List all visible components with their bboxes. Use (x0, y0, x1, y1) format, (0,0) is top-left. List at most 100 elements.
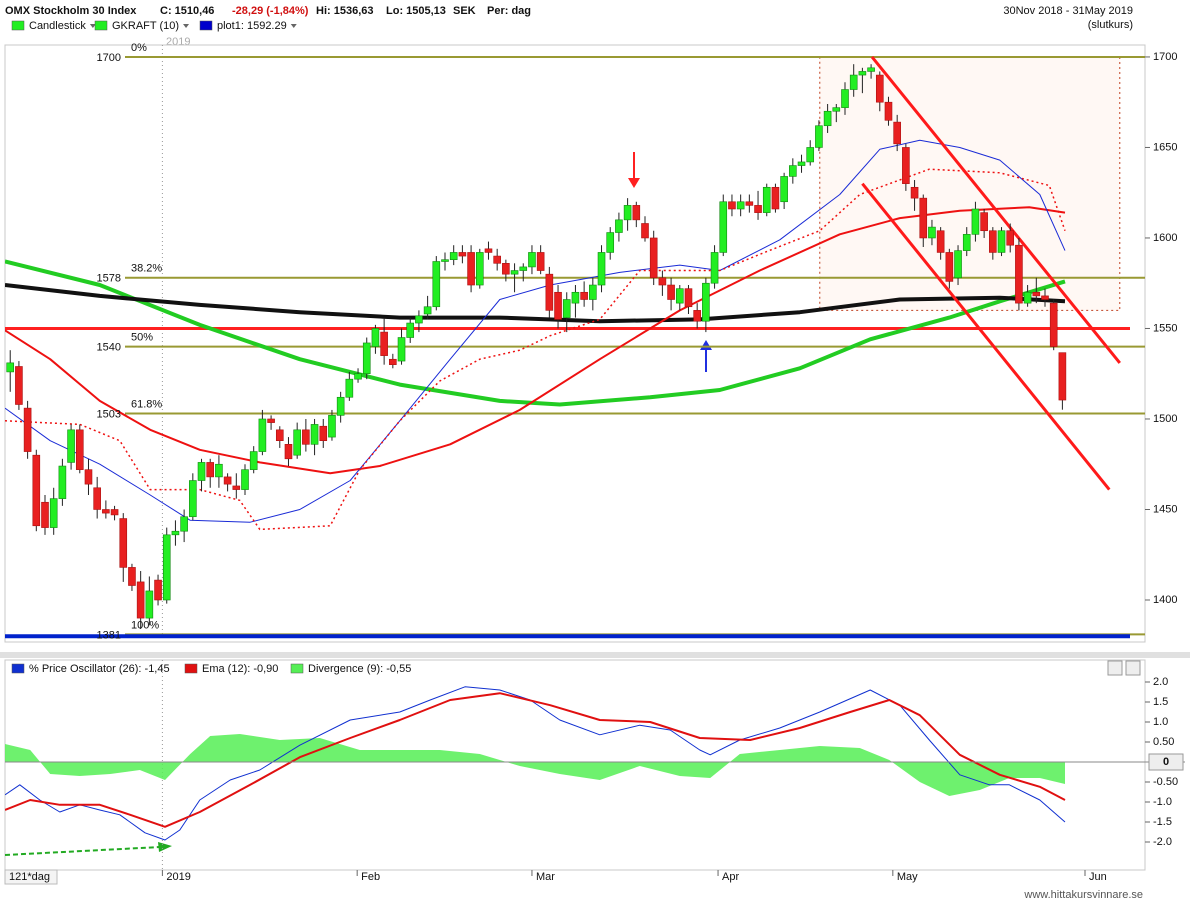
candle-body (823, 110, 832, 127)
y-tick-label: -2.0 (1153, 836, 1172, 848)
candle-body (197, 462, 206, 481)
candle-body (962, 234, 971, 251)
candle-body (302, 429, 310, 445)
candle-body (84, 469, 93, 485)
candle-body (284, 444, 293, 460)
candle-body (145, 590, 154, 619)
candle-body (67, 429, 75, 463)
candle-body (354, 373, 362, 380)
candle-body (806, 147, 815, 163)
line (5, 259, 1066, 407)
candle-body (510, 270, 519, 275)
candle-body (58, 465, 67, 499)
candle-body (754, 205, 762, 213)
candle-body (189, 480, 197, 518)
candle-body (41, 501, 49, 528)
fib-value: 1540 (97, 341, 121, 353)
candle-body (928, 226, 936, 239)
x-tick-label: Jun (1089, 871, 1107, 883)
candle-body (571, 291, 580, 304)
title: OMX Stockholm 30 Index (5, 5, 137, 17)
close-button[interactable] (1125, 660, 1141, 676)
range-box (819, 56, 1121, 311)
candle-body (345, 378, 354, 398)
candle-body (971, 208, 980, 235)
candle-body (580, 291, 588, 300)
y-tick-label: 1500 (1153, 413, 1177, 425)
legend-label: % Price Oscillator (26): -1,45 (29, 663, 170, 675)
legend-swatch (11, 663, 25, 674)
candle-body (884, 101, 893, 121)
y-tick-label: 1700 (1153, 51, 1177, 63)
candle-body (119, 518, 128, 568)
x-tick-label: Mar (536, 871, 555, 883)
legend-label[interactable]: Candlestick (29, 20, 86, 32)
candle-body (997, 230, 1006, 253)
candle-body (658, 277, 667, 286)
candle-body (249, 451, 258, 470)
candle-body (815, 125, 823, 148)
zoom-button[interactable] (1107, 660, 1123, 676)
line (861, 182, 1111, 491)
candle-body (710, 252, 719, 284)
candle-body (797, 161, 806, 166)
legend-swatch (94, 20, 108, 31)
candle-body (275, 429, 284, 442)
candle-body (954, 250, 962, 279)
candle-body (389, 358, 397, 365)
candle-body (641, 223, 649, 239)
candle-body (102, 509, 110, 514)
candle-body (1041, 295, 1049, 300)
candle-body (536, 252, 545, 271)
candle-body (615, 219, 623, 233)
candle-body (128, 567, 136, 586)
legend-swatch (184, 663, 198, 674)
currency: SEK (453, 5, 476, 17)
line (5, 206, 1066, 475)
candle-body (441, 259, 449, 262)
candle-body (458, 252, 467, 257)
candle-body (597, 252, 606, 286)
price-basis: (slutkurs) (1088, 19, 1133, 31)
y-tick-label: 1400 (1153, 594, 1177, 606)
candle-body (241, 469, 249, 490)
candle-body (371, 328, 380, 347)
candle-body (23, 407, 32, 452)
fib-pct: 38.2% (131, 263, 162, 275)
candle-body (875, 74, 884, 103)
legend-dropdown (183, 24, 190, 28)
fib-value: 1503 (97, 408, 121, 420)
candle-body (667, 284, 675, 300)
candle-body (206, 462, 215, 478)
candle-body (49, 498, 58, 528)
candle-body (449, 252, 458, 260)
candle-body (15, 366, 23, 405)
line (5, 692, 1066, 828)
candle-body (162, 534, 171, 601)
candle-body (415, 315, 423, 324)
y-tick-label: 1.5 (1153, 696, 1168, 708)
legend-swatch (11, 20, 25, 31)
candle-body (562, 299, 571, 318)
candle-body (589, 284, 597, 300)
candle-body (336, 396, 345, 416)
candle-body (328, 415, 336, 438)
change-label: -28,29 (-1,84%) (232, 5, 309, 17)
legend-label[interactable]: plot1: 1592.29 (217, 20, 287, 32)
separator (0, 652, 1190, 658)
candle-body (215, 463, 223, 478)
legend-label[interactable]: GKRAFT (10) (112, 20, 179, 32)
candle-body (675, 288, 684, 304)
high-label: Hi: 1536,63 (316, 5, 373, 17)
candle-body (110, 509, 119, 516)
y-tick-label: 0.50 (1153, 736, 1174, 748)
period: Per: dag (487, 5, 531, 17)
candle-body (423, 306, 432, 315)
candle-body (1023, 291, 1032, 304)
candle-body (293, 429, 301, 456)
candle-body (362, 342, 371, 375)
main-frame (4, 44, 1146, 643)
y-tick-label: 1600 (1153, 232, 1177, 244)
candle-body (902, 147, 910, 184)
